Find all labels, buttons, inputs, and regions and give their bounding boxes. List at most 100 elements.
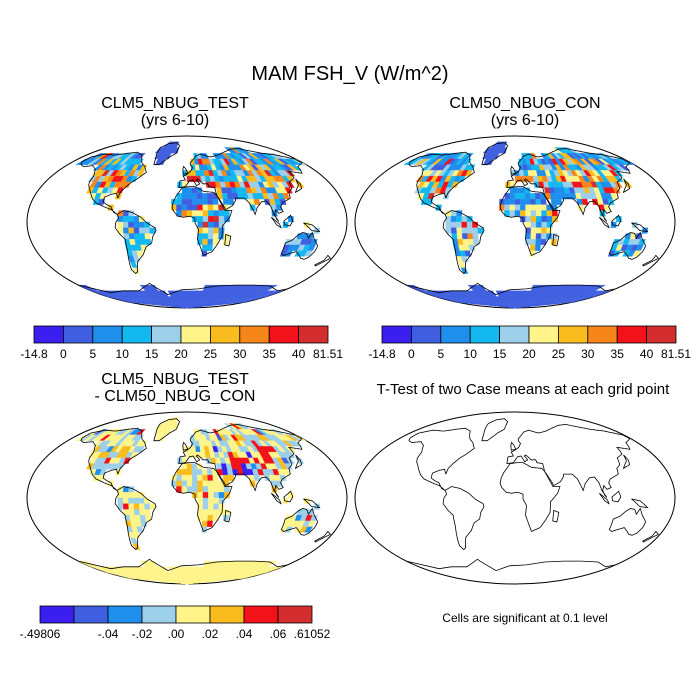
coastline-antarctica (78, 558, 288, 572)
grid-cell (207, 198, 214, 205)
grid-cell (197, 221, 204, 228)
grid-cell (509, 204, 516, 211)
grid-cell (536, 216, 542, 223)
grid-cell (520, 204, 526, 211)
panel3-title: CLM5_NBUG_TEST - CLM50_NBUG_CON (50, 371, 300, 406)
grid-cell (282, 469, 291, 476)
grid-cell (145, 239, 152, 246)
grid-cell (529, 193, 536, 200)
grid-cell (511, 290, 516, 297)
colorbar-tick-label: 40 (640, 347, 654, 361)
grid-cell (134, 515, 141, 522)
grid-cell (149, 503, 156, 510)
colorbar-tick-label: -.02 (132, 627, 153, 641)
grid-cell (186, 187, 193, 194)
colorbar-tick-label: 25 (204, 347, 218, 361)
grid-cell (128, 497, 134, 504)
grid-cell (128, 492, 134, 499)
grid-cell (183, 566, 188, 573)
grid-cell (191, 198, 198, 205)
colorbar-test: -14.8 0 5 10 15 20 25 30 35 40 81.51 (20, 325, 343, 361)
grid-cell (223, 486, 230, 493)
grid-cell (213, 486, 220, 493)
grid-cell (128, 227, 135, 234)
grid-cell (530, 204, 537, 211)
grid-cell (202, 480, 209, 487)
grid-cell (461, 227, 468, 234)
grid-cell (222, 198, 229, 205)
grid-cell (181, 193, 188, 200)
grid-cell (207, 227, 214, 234)
panel2-title-line2: (yrs 6-10) (490, 111, 560, 129)
coastline-eurasia (178, 423, 303, 499)
grid-cell (117, 497, 124, 504)
colorbar-swatch (243, 605, 279, 624)
colorbar-tick-label: -14.8 (20, 347, 48, 361)
grid-cell (540, 239, 547, 246)
colorbar-swatch (63, 325, 94, 344)
grid-cell (139, 233, 146, 240)
colorbar-tick-label: 15 (493, 347, 507, 361)
map-panel-test (26, 135, 348, 309)
grid-cell (117, 221, 124, 228)
grid-cell (128, 509, 135, 516)
grid-cell (514, 193, 521, 200)
grid-cell (207, 503, 214, 510)
coastline-namerica (80, 427, 147, 491)
grid-cell (181, 204, 188, 211)
colorbar-tick-label: 15 (145, 347, 159, 361)
coastline-borneo (611, 490, 622, 503)
grid-cell (206, 520, 213, 527)
coastline-madagascar (224, 509, 232, 523)
grid-cell (279, 474, 287, 481)
colorbar-swatch (151, 325, 182, 344)
grid-cell (213, 497, 220, 504)
grid-cell (133, 497, 140, 504)
grid-cell (212, 474, 219, 481)
grid-cell (213, 216, 220, 223)
coastline-newguinea (631, 222, 649, 233)
grid-cell (202, 503, 209, 510)
grid-cell (530, 216, 537, 223)
colorbar-tick-label: .02 (202, 627, 219, 641)
coastline-madagascar (552, 509, 560, 523)
grid-cell (555, 198, 563, 205)
grid-cell (466, 221, 473, 228)
coastlines (78, 142, 332, 296)
grid-cell (164, 429, 172, 436)
grid-cell (530, 227, 537, 234)
coastline-britain (510, 165, 517, 175)
grid-cell (514, 198, 521, 205)
grid-cell (206, 193, 213, 200)
coastline-australia (280, 507, 319, 536)
grid-cell (133, 509, 141, 516)
grid-cell (181, 469, 188, 476)
grid-cell (202, 239, 209, 246)
grid-cell (223, 210, 230, 217)
grid-cell (464, 250, 472, 257)
grid-cell (519, 198, 526, 205)
colorbar-swatch (121, 325, 152, 344)
colorbar-tick-label: 35 (611, 347, 625, 361)
grid-cell (128, 216, 134, 223)
grid-cell (186, 480, 193, 487)
grid-cell (207, 486, 214, 493)
colorbar-swatch (557, 325, 589, 344)
colorbar-swatch (469, 325, 500, 344)
grid-cell (202, 474, 209, 481)
grid-cell (546, 216, 553, 223)
grid-cell (279, 198, 287, 205)
grid-cell (525, 216, 532, 223)
colorbar-swatch (180, 325, 211, 344)
grid-cell (525, 210, 532, 217)
grid-cell (504, 198, 511, 205)
coastline-borneo (283, 214, 294, 227)
grid-cell (456, 227, 463, 234)
map-boundary (354, 411, 676, 585)
coastline-sumatra (270, 216, 282, 229)
panel1-title: CLM5_NBUG_TEST (yrs 6-10) (50, 95, 300, 130)
grid-cell (525, 198, 531, 205)
coastline-japan (623, 178, 630, 194)
grid-cell (139, 515, 147, 522)
grid-cell (145, 515, 152, 522)
